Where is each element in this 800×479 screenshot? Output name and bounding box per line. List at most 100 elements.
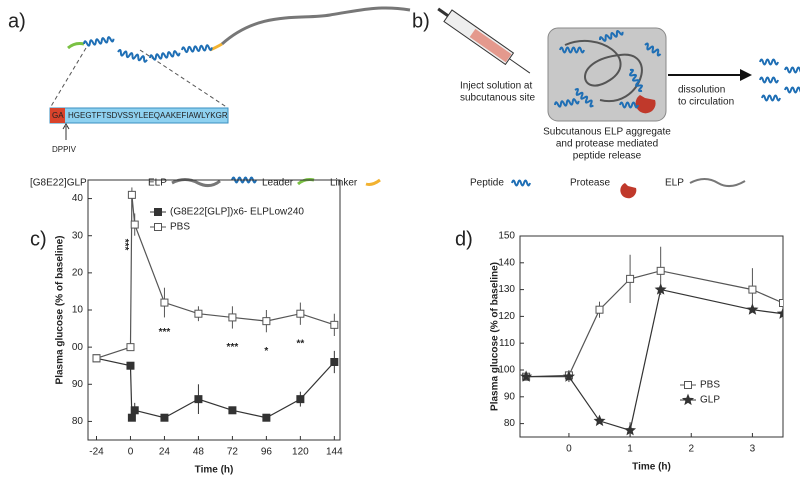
y-tick-label: 80 xyxy=(72,416,84,427)
leader xyxy=(67,42,85,50)
helix xyxy=(784,86,800,94)
panel-label: d) xyxy=(455,228,473,250)
data-point xyxy=(228,406,237,415)
helix xyxy=(759,76,779,84)
data-point xyxy=(626,274,635,283)
helix xyxy=(511,179,531,187)
x-tick-label: 72 xyxy=(227,447,239,458)
syringe xyxy=(437,7,531,74)
legend-label: PBS xyxy=(170,222,190,233)
x-tick-label: 3 xyxy=(750,444,756,455)
data-point xyxy=(779,299,783,307)
data-point xyxy=(296,395,305,404)
x-tick-label: 2 xyxy=(688,444,694,455)
text: Inject solution at xyxy=(460,81,532,92)
y-tick-label: 30 xyxy=(72,230,84,241)
protease-icon xyxy=(620,183,637,199)
helix xyxy=(598,29,624,42)
data-point xyxy=(595,305,604,314)
x-tick-label: 144 xyxy=(326,447,343,458)
helix xyxy=(784,66,800,74)
caption: and protease mediated xyxy=(556,139,658,150)
x-tick-label: 24 xyxy=(159,447,171,458)
y-axis-label: Plasma glucose (% of baseline) xyxy=(55,236,66,385)
protease xyxy=(635,95,656,114)
line xyxy=(526,288,783,432)
data-point xyxy=(746,303,759,315)
line xyxy=(96,357,335,419)
legend-marker xyxy=(684,381,692,389)
helix xyxy=(554,98,580,108)
y-tick-label: 120 xyxy=(498,311,515,322)
text: dissolution xyxy=(678,85,725,96)
x-tick-label: -24 xyxy=(89,447,104,458)
syringe-fluid xyxy=(469,28,512,63)
y-tick-label: 90 xyxy=(72,379,84,390)
x-axis-label: Time (h) xyxy=(632,462,671,473)
helix xyxy=(761,94,781,102)
data-point xyxy=(228,313,237,322)
data-point xyxy=(562,370,575,382)
significance: * xyxy=(264,346,268,357)
data-point xyxy=(624,423,637,436)
series xyxy=(520,283,783,437)
y-tick-label: 140 xyxy=(498,257,515,268)
y-tick-label: 110 xyxy=(499,338,515,349)
data-point xyxy=(130,406,139,415)
data-point xyxy=(330,320,339,329)
linker-icon xyxy=(365,178,381,186)
legend-label: Leader xyxy=(262,178,294,189)
y-tick-label: 10 xyxy=(72,305,84,316)
helix xyxy=(181,44,213,54)
data-point xyxy=(127,190,136,199)
legend-label: GLP xyxy=(700,395,720,406)
legend-label: PBS xyxy=(700,380,720,391)
data-point xyxy=(593,414,606,427)
zoom-line xyxy=(49,47,87,109)
helix xyxy=(619,101,639,109)
panel-label: b) xyxy=(412,10,430,32)
text: subcutanous site xyxy=(460,93,535,104)
data-point xyxy=(92,354,101,363)
series xyxy=(92,350,339,422)
x-tick-label: 0 xyxy=(566,444,572,455)
legend-label: Linker xyxy=(330,178,358,189)
data-point xyxy=(654,283,667,295)
helix xyxy=(759,58,779,66)
y-axis-label: Plasma glucose (% of baseline) xyxy=(490,262,501,411)
series xyxy=(92,187,339,363)
arrow-head xyxy=(62,123,70,130)
helix xyxy=(559,46,585,54)
panel-label: c) xyxy=(30,228,47,250)
x-tick-label: 96 xyxy=(261,447,273,458)
significance: ** xyxy=(296,338,304,349)
legend-label: Peptide xyxy=(470,178,504,189)
data-point xyxy=(656,266,665,275)
x-tick-label: 0 xyxy=(128,447,134,458)
leader-box xyxy=(50,108,65,123)
legend-marker xyxy=(154,223,162,231)
y-tick-label: 90 xyxy=(504,391,516,402)
helix xyxy=(644,42,662,57)
caption: Subcutanous ELP aggregate xyxy=(543,127,671,138)
legend-marker xyxy=(154,208,162,216)
data-point xyxy=(330,358,339,366)
data-point xyxy=(160,413,169,422)
data-point xyxy=(748,285,757,294)
data-point xyxy=(296,309,305,318)
data-point xyxy=(776,307,783,319)
legend-label: (G8E22[GLP])x6- ELPLow240 xyxy=(170,207,304,218)
helix xyxy=(117,48,148,63)
legend-marker xyxy=(681,393,695,406)
data-point xyxy=(194,395,203,404)
plot-frame xyxy=(519,235,784,438)
plunger xyxy=(437,7,449,17)
line xyxy=(96,194,335,359)
x-tick-label: 120 xyxy=(292,447,309,458)
line xyxy=(526,270,783,378)
series xyxy=(522,246,783,381)
data-point xyxy=(126,343,135,352)
x-axis-label: Time (h) xyxy=(195,465,234,476)
